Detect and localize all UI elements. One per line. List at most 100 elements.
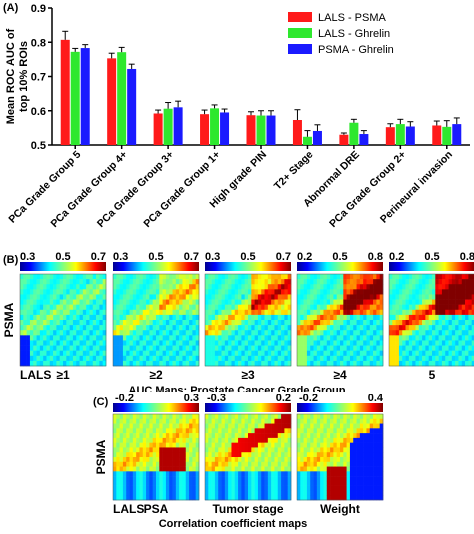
heatmap-label: ≥4: [333, 368, 347, 382]
colorbar-tick-label: 0.5: [55, 252, 70, 263]
heatmap-label: PSA: [144, 502, 169, 516]
heatmap-label: Tumor stage: [212, 502, 283, 516]
bar: [117, 52, 127, 146]
correlation-maps-panel: -0.2 0.3 PSA -0.3 0.2 Tumor stage -0.2 0.4 Weigh…: [94, 394, 384, 530]
category-label: PCa Grade Group 1+: [141, 149, 222, 230]
colorbar-tick-label: 0.7: [91, 252, 106, 263]
correlation-heatmap: [296, 413, 384, 501]
colorbar-tick-label: 0.4: [368, 394, 384, 404]
colorbar: [20, 262, 106, 271]
chart-title: AUC Maps: Prostate Cancer Grade Group: [129, 385, 346, 392]
colorbar-tick-label: 0.5: [424, 252, 439, 263]
bar-chart: 0.5 0.6 0.7 0.8 0.9 Mean ROC AUC oftop 10% RO…: [5, 3, 470, 230]
legend-swatch: [288, 12, 312, 22]
bar: [302, 136, 312, 145]
y-tick-label: 0.7: [31, 72, 46, 84]
bar: [200, 114, 210, 145]
bar: [312, 130, 322, 145]
bar: [127, 68, 137, 145]
colorbar: [389, 262, 474, 271]
category-label: PCa Grade Group 4+: [48, 149, 129, 230]
colorbar-tick-label: 0.2: [297, 252, 312, 263]
colorbar: [113, 403, 199, 412]
bar: [107, 58, 117, 145]
heatmap-label: Weight: [320, 502, 360, 516]
colorbar-tick-label: 0.7: [276, 252, 291, 263]
correlation-heatmap: [112, 413, 200, 501]
bar: [405, 126, 415, 145]
bar: [80, 48, 90, 146]
bar: [70, 51, 80, 146]
colorbar: [205, 262, 291, 271]
colorbar-tick-label: 0.5: [332, 252, 347, 263]
colorbar-tick-label: 0.2: [276, 394, 291, 404]
y-axis-label: PSMA: [2, 302, 16, 337]
panel-c-label: (C): [93, 396, 109, 408]
legend-label: LALS - Ghrelin: [318, 28, 390, 40]
colorbar-tick-label: 0.3: [113, 252, 128, 263]
colorbar-tick-label: 0.5: [240, 252, 255, 263]
bar: [173, 107, 183, 145]
y-tick-label: 0.5: [31, 140, 46, 152]
auc-heatmap: [19, 273, 107, 367]
bar: [432, 125, 442, 145]
bar: [349, 122, 359, 145]
bar: [153, 113, 163, 145]
colorbar-tick-label: 0.3: [205, 252, 220, 263]
heatmap-label: ≥3: [241, 368, 255, 382]
auc-maps-panel: 0.3 0.5 0.7 ≥1 0.3 0.5 0.7 ≥2 0.3 0.5 0.7 ≥3 0.2 0.5 0…: [2, 252, 474, 392]
colorbar: [205, 403, 291, 412]
heatmap-label: ≥2: [149, 368, 163, 382]
panel-b-label: (B): [3, 254, 19, 266]
category-label: T2+ Stage: [272, 149, 316, 193]
y-axis-label: Mean ROC AUC oftop 10% ROIs: [5, 28, 30, 124]
colorbar-tick-label: 0.3: [20, 252, 35, 263]
bar: [292, 119, 302, 145]
legend-swatch: [288, 44, 312, 54]
colorbar: [297, 262, 383, 271]
bar: [452, 124, 462, 145]
panel-a-label: (A): [3, 2, 19, 14]
colorbar-tick-label: 0.8: [460, 252, 474, 263]
correlation-heatmap: [204, 413, 292, 501]
colorbar-tick-label: 0.5: [148, 252, 163, 263]
bar: [256, 115, 266, 145]
bar: [60, 39, 70, 145]
category-label: PCa Grade Group 3+: [95, 149, 176, 230]
bar: [220, 112, 230, 145]
y-tick-label: 0.8: [31, 37, 46, 49]
colorbar-tick-label: 0.3: [184, 394, 199, 404]
bar: [339, 134, 349, 145]
bar: [385, 127, 395, 145]
colorbar-tick-label: 0.2: [389, 252, 404, 263]
legend-label: LALS - PSMA: [318, 12, 387, 24]
auc-heatmap: [204, 273, 292, 367]
y-axis-label: PSMA: [94, 439, 108, 474]
auc-heatmap: [388, 273, 474, 367]
auc-heatmap: [112, 273, 200, 367]
colorbar-tick-label: 0.8: [368, 252, 383, 263]
colorbar-tick-label: 0.7: [184, 252, 199, 263]
x-axis-label: LALS: [20, 368, 51, 382]
heatmap-label: ≥1: [56, 368, 70, 382]
bar: [359, 134, 369, 145]
chart-title: Correlation coefficient maps: [159, 518, 308, 530]
colorbar-tick-label: -0.3: [207, 394, 226, 404]
auc-heatmap: [296, 273, 384, 367]
bar: [266, 115, 276, 145]
colorbar: [113, 262, 199, 271]
bar: [442, 126, 452, 145]
colorbar-tick-label: -0.2: [115, 394, 134, 404]
bar: [395, 124, 405, 145]
bar: [210, 108, 220, 145]
bar: [163, 108, 173, 145]
heatmap-label: 5: [429, 368, 436, 382]
y-tick-label: 0.6: [31, 106, 46, 118]
category-label: PCa Grade Group 2+: [327, 149, 408, 230]
legend-swatch: [288, 28, 312, 38]
legend-label: PSMA - Ghrelin: [318, 44, 394, 56]
y-tick-label: 0.9: [31, 3, 46, 15]
colorbar: [297, 403, 383, 412]
x-axis-label: LALS: [113, 502, 144, 516]
colorbar-tick-label: -0.2: [299, 394, 318, 404]
